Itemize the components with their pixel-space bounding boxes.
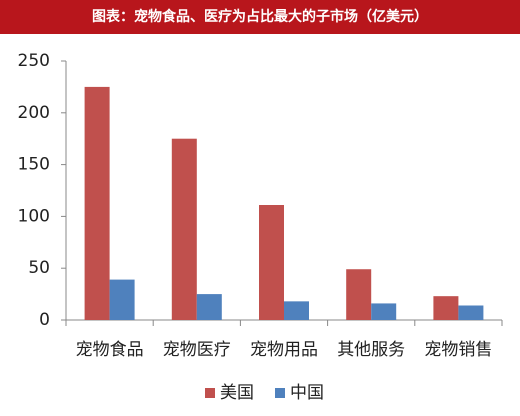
y-tick-label: 200 — [18, 103, 50, 123]
legend-label: 中国 — [290, 383, 324, 403]
title-banner — [0, 0, 520, 34]
bar — [109, 279, 135, 320]
bar — [171, 138, 197, 320]
x-tick-label: 宠物销售 — [424, 340, 492, 360]
x-tick-label: 其他服务 — [337, 340, 405, 360]
y-tick-label: 100 — [18, 206, 50, 226]
bar — [259, 205, 284, 320]
bar — [284, 301, 309, 320]
x-tick-label: 宠物医疗 — [163, 340, 231, 360]
legend-swatch — [205, 388, 215, 398]
bar — [433, 296, 459, 320]
bar — [346, 269, 372, 320]
x-tick-label: 宠物用品 — [250, 340, 318, 360]
chart-title: 图表：宠物食品、医疗为占比最大的子市场（亿美元） — [92, 8, 428, 25]
y-tick-label: 0 — [39, 310, 50, 330]
bar — [458, 305, 484, 320]
bar — [196, 294, 222, 320]
legend-swatch — [275, 388, 285, 398]
legend-label: 美国 — [220, 383, 254, 403]
y-tick-label: 250 — [18, 51, 50, 71]
y-tick-label: 150 — [18, 155, 50, 175]
bar — [371, 303, 397, 320]
x-tick-label: 宠物食品 — [76, 340, 144, 360]
bar — [84, 86, 110, 321]
y-tick-label: 50 — [28, 258, 50, 278]
